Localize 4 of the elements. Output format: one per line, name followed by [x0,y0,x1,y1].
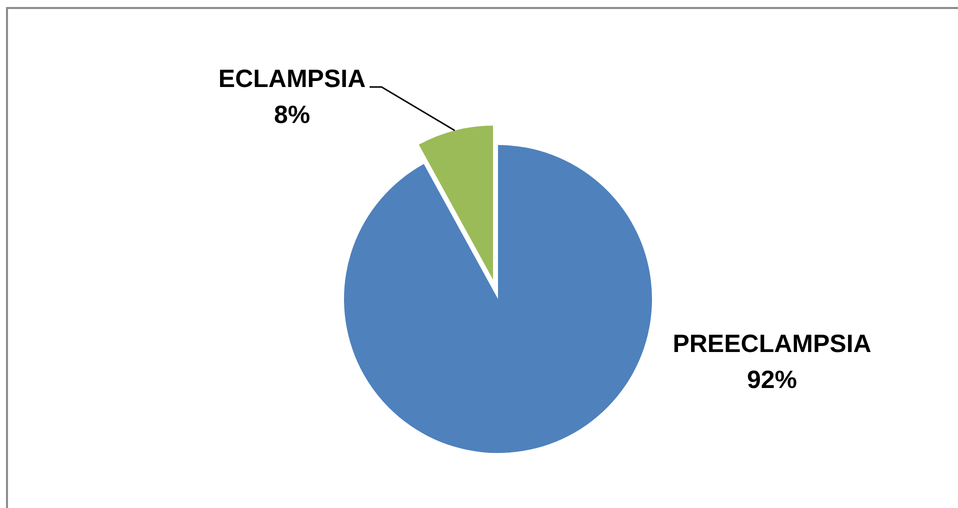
slice-label: ECLAMPSIA [218,65,366,93]
data-label: 92% [746,366,798,394]
slice-label: PREECLAMPSIA [672,330,872,358]
data-label: 8% [274,101,310,129]
